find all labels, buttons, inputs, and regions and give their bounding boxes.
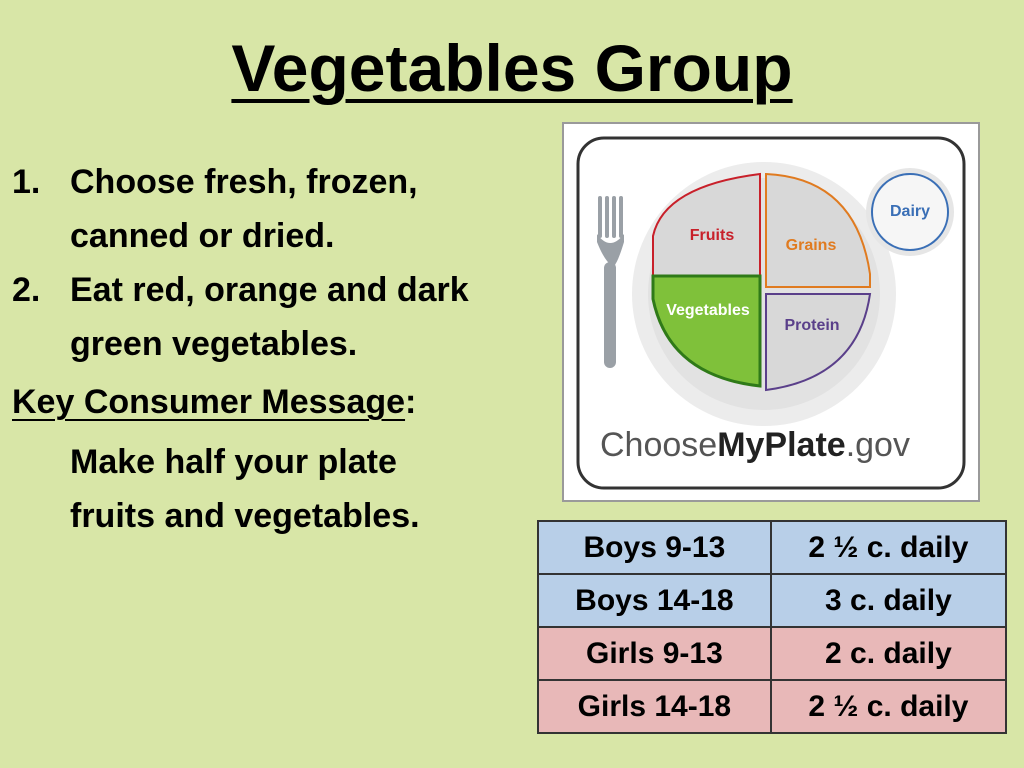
fruits-section <box>652 172 761 277</box>
amount-cell: 3 c. daily <box>769 573 1008 628</box>
list-number: 1. <box>12 163 41 201</box>
protein-section <box>765 293 872 392</box>
table-row: Boys 14-18 3 c. daily <box>537 573 1008 628</box>
list-number: 2. <box>12 271 41 309</box>
vegetables-label: Vegetables <box>666 302 750 319</box>
key-message-colon: : <box>405 383 417 421</box>
amount-cell: 2 ½ c. daily <box>769 679 1008 734</box>
fork-icon <box>597 196 624 368</box>
key-message-text: Make half your plate fruits and vegetabl… <box>70 443 420 535</box>
content-list: 1. Choose fresh, frozen, canned or dried… <box>12 155 532 543</box>
grains-section <box>765 172 871 288</box>
group-cell: Girls 9-13 <box>537 626 772 681</box>
slide-title: Vegetables Group <box>231 31 793 105</box>
vegetables-section <box>651 274 762 388</box>
list-text: Choose fresh, frozen, canned or dried. <box>70 163 418 255</box>
choosemyplate-logo: ChooseMyPlate.gov <box>600 426 910 464</box>
amount-cell: 2 c. daily <box>769 626 1008 681</box>
group-cell: Girls 14-18 <box>537 679 772 734</box>
table-row: Boys 9-13 2 ½ c. daily <box>537 520 1008 575</box>
list-item: 1. Choose fresh, frozen, canned or dried… <box>12 155 532 263</box>
table-row: Girls 14-18 2 ½ c. daily <box>537 679 1008 734</box>
list-text: Eat red, orange and dark green vegetable… <box>70 271 469 363</box>
myplate-graphic: Fruits Grains Vegetables Protein Dairy C… <box>576 136 966 490</box>
dairy-label: Dairy <box>890 203 930 220</box>
group-cell: Boys 9-13 <box>537 520 772 575</box>
myplate-image: Fruits Grains Vegetables Protein Dairy C… <box>562 122 980 502</box>
protein-label: Protein <box>784 317 839 334</box>
key-message-heading: Key Consumer Message: <box>12 375 532 429</box>
servings-table: Boys 9-13 2 ½ c. daily Boys 14-18 3 c. d… <box>537 520 1008 734</box>
key-message-label: Key Consumer Message <box>12 383 406 421</box>
fruits-label: Fruits <box>690 227 735 244</box>
list-item: 2. Eat red, orange and dark green vegeta… <box>12 263 532 371</box>
grains-label: Grains <box>786 237 837 254</box>
amount-cell: 2 ½ c. daily <box>769 520 1008 575</box>
group-cell: Boys 14-18 <box>537 573 772 628</box>
table-row: Girls 9-13 2 c. daily <box>537 626 1008 681</box>
